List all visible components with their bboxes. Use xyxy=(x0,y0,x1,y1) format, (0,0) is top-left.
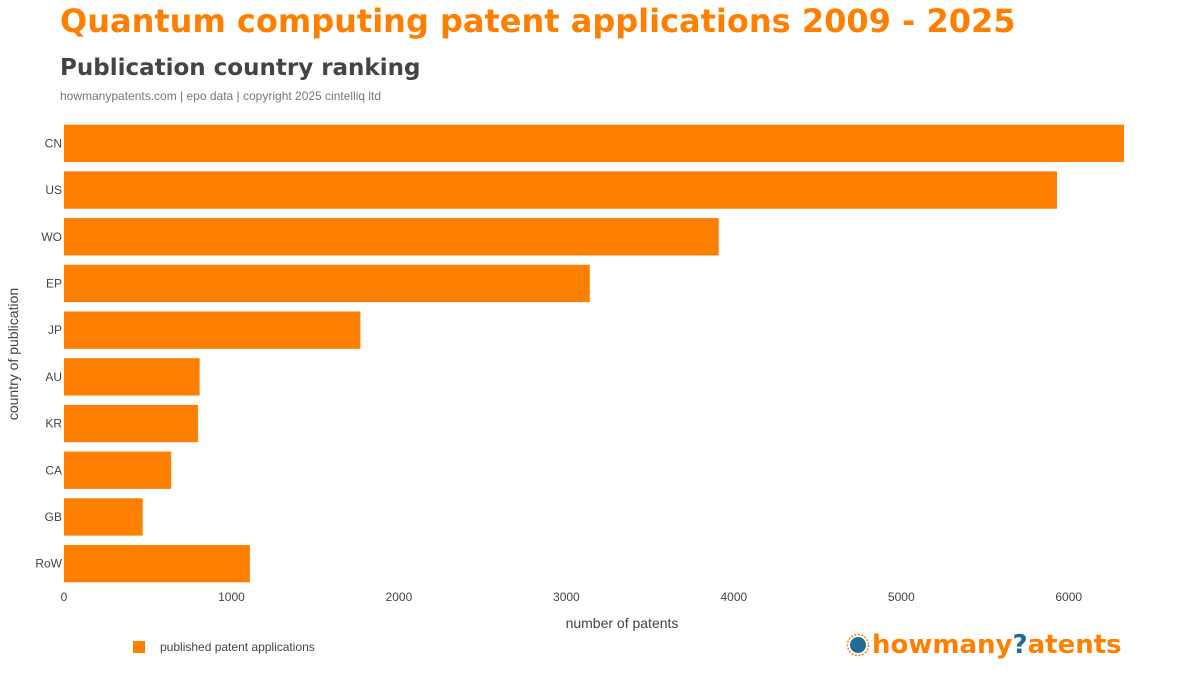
y-axis-title: country of publication xyxy=(5,288,21,420)
y-tick-label: WO xyxy=(41,230,62,244)
y-tick-label: US xyxy=(45,183,62,197)
legend-label: published patent applications xyxy=(160,640,315,654)
y-tick-label: AU xyxy=(45,370,62,384)
howmanypatents-logo: howmany?atents xyxy=(846,630,1122,660)
y-tick-label: GB xyxy=(45,510,62,524)
x-tick-label: 6000 xyxy=(1055,590,1082,604)
bar-ep[interactable] xyxy=(64,265,590,302)
legend-swatch xyxy=(133,641,145,653)
logo-text-suffix: atents xyxy=(1028,630,1122,660)
bar-jp[interactable] xyxy=(64,311,360,348)
bars-group xyxy=(64,125,1124,583)
bar-kr[interactable] xyxy=(64,405,198,442)
bar-row[interactable] xyxy=(64,545,250,582)
x-tick-label: 3000 xyxy=(553,590,580,604)
logo-text-mark: ? xyxy=(1013,630,1028,660)
y-tick-label: CN xyxy=(45,136,62,150)
bar-cn[interactable] xyxy=(64,125,1124,162)
y-tick-label: CA xyxy=(45,463,62,477)
x-tick-label: 4000 xyxy=(720,590,747,604)
y-tick-label: JP xyxy=(48,323,62,337)
x-axis-title: number of patents xyxy=(566,615,679,631)
x-tick-label: 2000 xyxy=(386,590,413,604)
bar-wo[interactable] xyxy=(64,218,719,255)
bar-ca[interactable] xyxy=(64,452,171,489)
bar-us[interactable] xyxy=(64,171,1057,208)
x-tick-label: 0 xyxy=(61,590,68,604)
y-tick-label: EP xyxy=(46,276,62,290)
x-tick-label: 1000 xyxy=(218,590,245,604)
legend[interactable]: published patent applications xyxy=(133,640,315,654)
x-tick-labels: 0 1000 2000 3000 4000 5000 6000 xyxy=(61,590,1083,604)
y-tick-labels: CN US WO EP JP AU KR CA GB RoW xyxy=(35,136,62,570)
y-tick-label: KR xyxy=(45,417,62,431)
x-tick-label: 5000 xyxy=(888,590,915,604)
globe-icon xyxy=(846,633,870,657)
bar-chart: CN US WO EP JP AU KR CA GB RoW 0 1000 2000 3000 4000 5… xyxy=(0,0,1200,675)
y-tick-label: RoW xyxy=(35,557,62,571)
bar-gb[interactable] xyxy=(64,498,143,535)
logo-text-prefix: howmany xyxy=(872,630,1013,660)
bar-au[interactable] xyxy=(64,358,200,395)
